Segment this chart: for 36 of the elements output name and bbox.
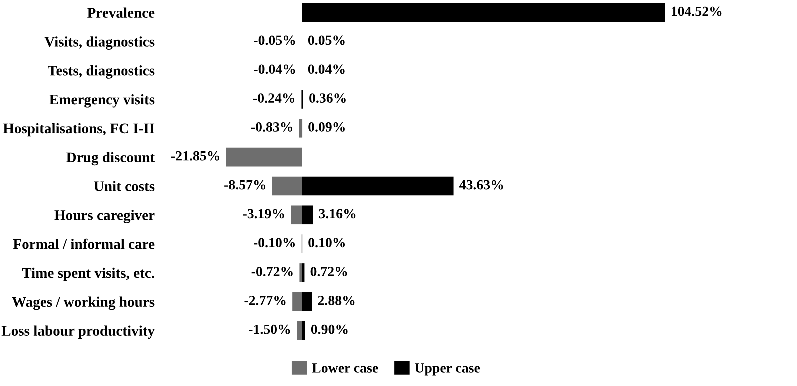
y-tick-label: Formal / informal care [13, 238, 155, 250]
data-label: -21.85% [171, 151, 220, 161]
data-label: 0.10% [308, 238, 346, 248]
y-tick-label: Tests, diagnostics [48, 66, 155, 79]
legend-label: Lower case [312, 364, 378, 373]
y-tick-label: Hours caregiver [54, 210, 155, 224]
data-label: -0.83% [251, 122, 292, 132]
data-label: 0.05% [308, 36, 345, 46]
data-label: 0.36% [310, 94, 346, 104]
data-label: -0.24% [254, 94, 295, 104]
data-label: 104.52% [672, 6, 722, 16]
data-label: -0.04% [254, 64, 296, 74]
data-label: 2.88% [318, 296, 355, 306]
data-label: -0.05% [254, 36, 296, 46]
data-label: 0.04% [308, 64, 345, 74]
y-tick-label: Visits, diagnostics [44, 36, 155, 50]
data-label: -1.50% [249, 324, 290, 334]
data-label: 3.16% [319, 209, 356, 219]
y-tick-label: Unit costs [94, 181, 155, 192]
data-label: 43.63% [460, 180, 504, 190]
data-label: -0.72% [252, 267, 293, 276]
y-tick-label: Prevalence [88, 8, 155, 18]
data-label: -2.77% [244, 296, 286, 306]
y-tick-label: Time spent visits, etc. [22, 268, 154, 282]
y-tick-label: Drug discount [66, 152, 155, 166]
y-tick-label: Emergency visits [50, 94, 155, 108]
y-tick-label: Hospitalisations, FC I-II [3, 123, 155, 137]
data-label: 0.09% [308, 122, 345, 132]
data-label: 0.72% [310, 267, 348, 276]
legend-label: Upper case [415, 364, 480, 376]
data-label: -0.10% [254, 238, 296, 248]
y-tick-label: Loss labour productivity [2, 326, 155, 339]
data-label: -3.19% [243, 209, 284, 219]
data-label: 0.90% [311, 324, 348, 334]
y-tick-label: Wages / working hours [12, 296, 155, 310]
data-label: -8.57% [224, 180, 266, 190]
